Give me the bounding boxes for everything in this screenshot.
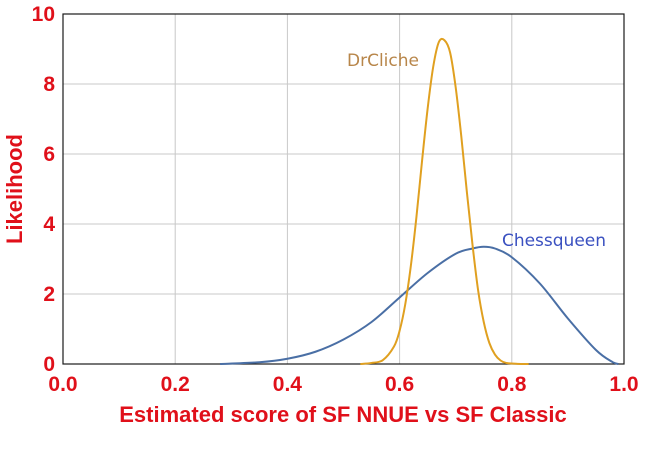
y-tick-label: 10 [32, 3, 55, 26]
plot-frame [62, 13, 625, 365]
y-tick-label: 4 [43, 213, 55, 236]
y-tick-labels: 0 2 4 6 8 10 [32, 3, 56, 376]
y-tick-label: 6 [43, 143, 55, 166]
series-line-drcliche [360, 37, 529, 365]
series-label-drcliche: DrCliche [347, 51, 419, 71]
y-tick-label: 0 [43, 353, 55, 376]
x-tick-label: 0.0 [48, 373, 77, 396]
x-tick-label: 0.4 [273, 373, 303, 396]
x-axis-title: Estimated score of SF NNUE vs SF Classic [119, 402, 567, 427]
x-tick-label: 1.0 [609, 373, 638, 396]
y-axis-title: Likelihood [2, 134, 27, 244]
x-tick-label: 0.8 [497, 373, 527, 396]
x-tick-label: 0.2 [161, 373, 190, 396]
series-layer [220, 37, 619, 365]
grid [62, 13, 625, 365]
y-tick-label: 8 [43, 73, 55, 96]
series-label-chessqueen: Chessqueen [502, 231, 606, 251]
series-line-chessqueen [220, 245, 619, 365]
y-tick-label: 2 [43, 283, 55, 306]
x-tick-labels: 0.0 0.2 0.4 0.6 0.8 1.0 [48, 373, 638, 396]
x-tick-label: 0.6 [385, 373, 414, 396]
